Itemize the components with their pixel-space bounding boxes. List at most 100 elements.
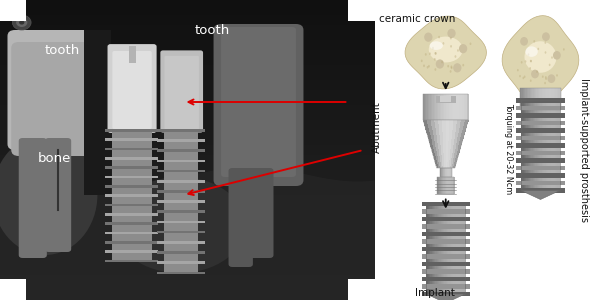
Bar — [436, 96, 455, 103]
Bar — [437, 162, 439, 164]
Bar — [431, 94, 432, 120]
Bar — [555, 100, 556, 190]
Bar — [548, 88, 549, 110]
Bar — [0, 245, 375, 250]
Bar — [435, 154, 438, 157]
Bar — [0, 110, 375, 115]
Bar — [460, 204, 461, 294]
Bar — [555, 88, 557, 110]
Bar — [433, 134, 437, 135]
Bar — [0, 95, 375, 100]
Circle shape — [517, 69, 519, 71]
Polygon shape — [502, 16, 579, 104]
Bar — [0, 160, 375, 165]
Bar — [450, 168, 451, 177]
Bar — [445, 124, 450, 126]
Bar — [454, 143, 457, 145]
Bar — [450, 166, 452, 168]
Bar — [453, 120, 457, 122]
Bar — [445, 177, 447, 194]
Bar — [0, 25, 375, 30]
Bar — [449, 166, 451, 168]
Bar — [438, 147, 441, 149]
Bar — [424, 122, 428, 124]
Bar — [458, 134, 461, 135]
Bar — [453, 130, 456, 131]
Bar — [459, 94, 461, 120]
Ellipse shape — [453, 63, 461, 73]
Bar — [438, 164, 440, 166]
Bar — [0, 210, 375, 215]
Bar — [444, 160, 446, 162]
FancyBboxPatch shape — [160, 50, 203, 133]
Bar — [444, 157, 446, 158]
Bar — [450, 94, 452, 120]
Bar — [432, 143, 435, 145]
Bar — [0, 10, 375, 15]
Bar — [455, 149, 458, 151]
Circle shape — [537, 48, 539, 50]
Bar — [534, 100, 536, 190]
Bar — [516, 173, 565, 178]
Bar — [450, 177, 451, 194]
Bar — [439, 204, 441, 294]
Bar — [451, 160, 453, 162]
Bar — [461, 135, 464, 137]
Bar — [516, 136, 565, 140]
Bar — [453, 153, 455, 154]
Bar — [435, 126, 439, 128]
Circle shape — [421, 59, 422, 62]
Bar — [0, 0, 26, 21]
Bar — [464, 120, 468, 122]
Bar — [435, 160, 437, 162]
Bar — [452, 157, 454, 158]
Bar — [542, 100, 543, 190]
Bar — [0, 285, 375, 290]
Bar — [437, 160, 439, 162]
Bar — [444, 153, 446, 154]
Circle shape — [434, 68, 437, 71]
Bar — [445, 128, 450, 130]
Bar — [461, 120, 465, 122]
Bar — [458, 147, 461, 149]
Circle shape — [450, 45, 452, 48]
Bar — [523, 88, 525, 110]
Bar — [437, 154, 440, 157]
Bar — [516, 98, 565, 103]
Bar — [448, 149, 451, 151]
Bar — [444, 177, 445, 194]
Bar — [452, 164, 454, 166]
Bar — [441, 153, 444, 154]
Bar — [456, 154, 458, 157]
Bar — [437, 153, 440, 154]
Bar — [450, 177, 451, 194]
Bar — [0, 85, 375, 90]
Bar — [431, 149, 434, 151]
Bar — [453, 145, 456, 147]
Circle shape — [530, 60, 532, 62]
Bar — [545, 88, 546, 110]
FancyBboxPatch shape — [11, 42, 97, 156]
Bar — [444, 168, 445, 177]
Bar — [448, 147, 451, 149]
Bar — [157, 129, 205, 132]
Bar — [435, 143, 438, 145]
Bar — [522, 88, 523, 110]
Bar — [453, 122, 457, 124]
Bar — [442, 94, 444, 120]
Bar — [543, 100, 545, 190]
Bar — [444, 168, 445, 177]
Bar — [453, 124, 457, 126]
Bar — [112, 130, 152, 261]
Circle shape — [454, 55, 457, 58]
Ellipse shape — [459, 44, 467, 53]
Bar — [440, 166, 441, 168]
Bar — [447, 94, 449, 120]
Bar — [432, 128, 436, 130]
Ellipse shape — [548, 74, 555, 83]
Bar — [422, 217, 470, 221]
Bar — [434, 204, 435, 294]
Bar — [0, 30, 375, 35]
Bar — [434, 149, 437, 151]
Bar — [441, 94, 443, 120]
